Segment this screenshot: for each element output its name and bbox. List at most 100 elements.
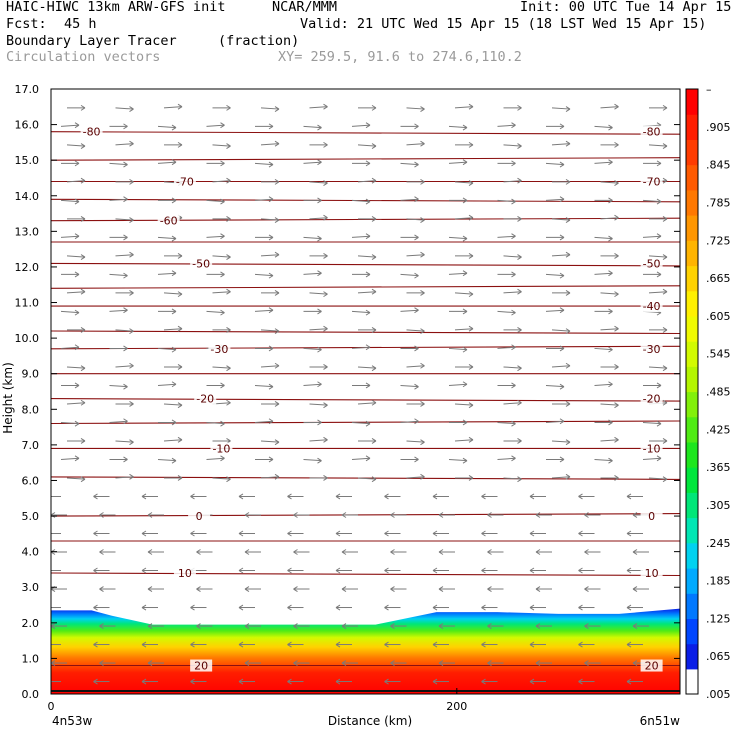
- vector-shaft: [254, 273, 274, 277]
- vector-head: [80, 104, 86, 111]
- vector-head: [99, 512, 104, 518]
- vector-head: [129, 251, 134, 258]
- vector-shaft: [357, 366, 377, 369]
- vector-shaft: [400, 198, 419, 201]
- vector-head: [432, 604, 438, 611]
- vector-head: [614, 402, 619, 409]
- vector-shaft: [351, 457, 371, 460]
- vector-head: [565, 140, 571, 147]
- vector-head: [559, 196, 565, 203]
- vector-shaft: [497, 421, 516, 425]
- vector-head: [462, 346, 468, 353]
- vector-shaft: [545, 309, 565, 312]
- vector-head: [99, 623, 104, 629]
- vector-head: [390, 549, 395, 555]
- colorbar-swatch: [686, 114, 698, 140]
- vector-head: [365, 122, 371, 129]
- vector-head: [177, 325, 183, 332]
- vector-head: [123, 345, 128, 352]
- vector-head: [462, 235, 468, 242]
- vector-shaft: [642, 457, 662, 460]
- vector-head: [287, 567, 292, 574]
- vector-shaft: [109, 420, 128, 423]
- vector-shaft: [357, 291, 377, 294]
- vector-head: [99, 660, 104, 666]
- vector-shaft: [66, 366, 86, 369]
- vector-head: [341, 660, 347, 666]
- vector-head: [287, 678, 292, 685]
- vector-head: [511, 122, 516, 129]
- vector-shaft: [594, 347, 613, 351]
- vector-shaft: [303, 161, 322, 164]
- colorbar-swatch: [686, 265, 698, 292]
- vector-head: [129, 140, 134, 147]
- vector-shaft: [254, 309, 274, 312]
- vector-head: [293, 549, 298, 555]
- vector-shaft: [503, 366, 522, 369]
- vector-head: [584, 660, 589, 666]
- vector-head: [565, 401, 571, 407]
- vector-shaft: [594, 236, 613, 240]
- vector-shaft: [448, 347, 468, 351]
- vector-head: [511, 382, 516, 389]
- vector-head: [371, 143, 377, 149]
- vector-head: [220, 309, 225, 316]
- vector-head: [662, 143, 668, 149]
- vector-shaft: [163, 439, 183, 442]
- y-tick-label: 13.0: [15, 225, 40, 238]
- y-tick-label: 5.0: [22, 510, 40, 523]
- vector-head: [529, 530, 535, 537]
- vector-head: [384, 678, 389, 685]
- vector-head: [656, 160, 662, 167]
- vector-shaft: [545, 420, 565, 423]
- vector-head: [529, 493, 535, 500]
- vector-head: [171, 457, 177, 464]
- vector-head: [323, 364, 328, 370]
- isotherm-label-bg: [208, 342, 231, 355]
- y-tick-label: 16.0: [15, 119, 40, 132]
- vector-shaft: [551, 440, 571, 443]
- vector-head: [341, 512, 347, 518]
- y-tick-label: 0.0: [22, 688, 40, 701]
- isotherm-label: -60: [160, 215, 178, 228]
- vector-shaft: [163, 328, 183, 331]
- isotherm-label-bg: [194, 392, 217, 405]
- vector-head: [614, 103, 619, 110]
- vector-head: [171, 235, 177, 242]
- vector-head: [129, 439, 134, 446]
- vector-head: [190, 493, 195, 500]
- isotherm-label: 10: [178, 567, 192, 580]
- vector-head: [123, 418, 128, 425]
- vector-shaft: [351, 124, 371, 127]
- vector-head: [511, 309, 516, 316]
- vector-head: [93, 604, 98, 611]
- vector-head: [226, 327, 231, 333]
- init-time: Init: 00 UTC Tue 14 Apr 15: [520, 0, 732, 15]
- vector-shaft: [406, 254, 425, 257]
- vector-head: [141, 567, 147, 574]
- vector-shaft: [212, 366, 231, 369]
- vector-shaft: [303, 383, 322, 386]
- isotherm-line: [51, 420, 680, 425]
- vector-head: [565, 289, 571, 296]
- vector-head: [365, 271, 371, 278]
- vector-head: [420, 439, 425, 446]
- vector-shaft: [157, 347, 177, 351]
- vector-head: [529, 604, 535, 611]
- vector-shaft: [406, 218, 425, 221]
- vector-head: [123, 234, 128, 241]
- vector-head: [274, 178, 280, 185]
- vector-head: [438, 623, 444, 629]
- vector-head: [323, 475, 328, 481]
- vector-shaft: [66, 255, 86, 258]
- isotherm-label-bg: [190, 659, 213, 672]
- vector-head: [384, 604, 389, 611]
- vector-head: [171, 419, 177, 426]
- vector-head: [420, 178, 425, 185]
- vector-head: [171, 197, 177, 204]
- vector-shaft: [60, 346, 80, 349]
- isotherm-label: -40: [643, 300, 661, 313]
- vector-shaft: [115, 143, 134, 146]
- vector-head: [268, 456, 274, 463]
- vector-head: [468, 141, 474, 148]
